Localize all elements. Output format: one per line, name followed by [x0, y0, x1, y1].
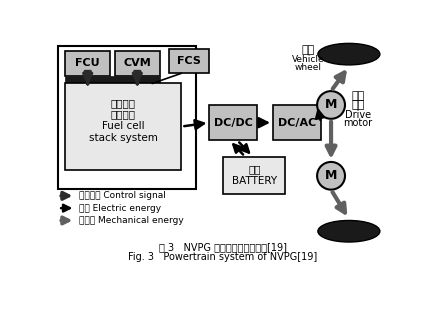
Bar: [65, 83, 181, 170]
Text: DC/DC: DC/DC: [214, 118, 252, 128]
Text: 控制信号 Control signal: 控制信号 Control signal: [79, 191, 166, 200]
Text: DC/AC: DC/AC: [277, 118, 316, 128]
Text: 电能 Electric energy: 电能 Electric energy: [79, 204, 161, 213]
Text: Vehicle: Vehicle: [292, 55, 324, 64]
Text: 电池
BATTERY: 电池 BATTERY: [231, 164, 276, 186]
Text: M: M: [324, 99, 336, 112]
Text: 车轮: 车轮: [301, 45, 315, 55]
Text: 燃料电池
电堆系统
Fuel cell
stack system: 燃料电池 电堆系统 Fuel cell stack system: [89, 98, 158, 143]
Text: 图 3   NVPG 的动力传动系统方案[19]: 图 3 NVPG 的动力传动系统方案[19]: [158, 241, 286, 252]
Bar: [115, 51, 159, 76]
Ellipse shape: [317, 43, 379, 65]
Text: Drive: Drive: [344, 110, 370, 120]
Text: CVM: CVM: [123, 58, 151, 69]
Ellipse shape: [316, 91, 344, 119]
Text: FCS: FCS: [177, 56, 201, 66]
Text: Fig. 3   Powertrain system of NVPG[19]: Fig. 3 Powertrain system of NVPG[19]: [128, 252, 316, 262]
Bar: [58, 46, 196, 189]
Text: 电机: 电机: [351, 100, 364, 110]
Text: motor: motor: [343, 118, 372, 128]
Text: 机械能 Mechanical energy: 机械能 Mechanical energy: [79, 216, 184, 225]
Bar: [223, 157, 285, 193]
Ellipse shape: [317, 220, 379, 242]
Bar: [65, 76, 159, 83]
Bar: [65, 51, 110, 76]
Bar: [169, 49, 209, 73]
Bar: [209, 105, 257, 140]
Text: FCU: FCU: [75, 58, 100, 69]
Text: wheel: wheel: [294, 64, 321, 73]
Text: 驱动: 驱动: [351, 91, 364, 101]
Text: M: M: [324, 169, 336, 182]
Ellipse shape: [316, 162, 344, 190]
Bar: [272, 105, 320, 140]
